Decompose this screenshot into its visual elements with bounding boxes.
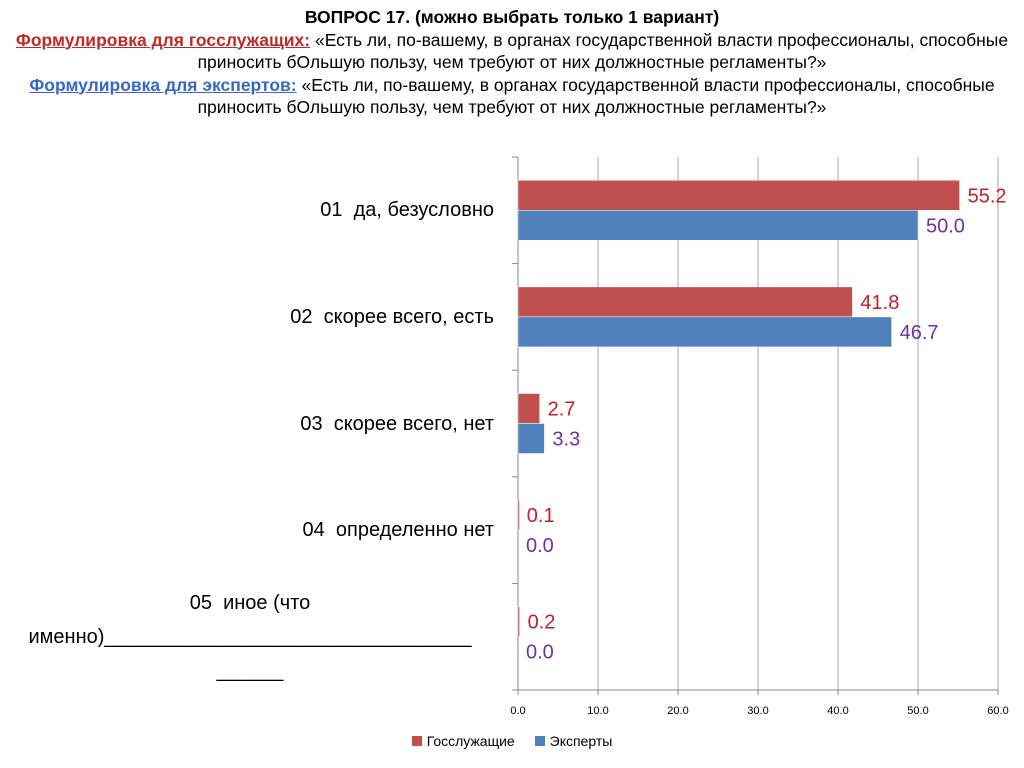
expert-formulation-text: «Есть ли, по-вашему, в органах государст… <box>197 74 995 118</box>
data-label: 41.8 <box>860 292 899 314</box>
x-tick-label: 40.0 <box>827 705 848 717</box>
bar <box>517 423 545 454</box>
data-label: 55.2 <box>968 185 1007 207</box>
category-label: 04 определенно нет <box>302 519 494 542</box>
x-tick-label: 60.0 <box>987 705 1008 717</box>
question-title: ВОПРОС 17. (можно выбрать только 1 вариа… <box>304 7 720 27</box>
x-tick-label: 10.0 <box>587 705 608 717</box>
x-tick-label: 20.0 <box>667 705 688 717</box>
x-tick-label: 30.0 <box>747 705 768 717</box>
legend-item-experts: Эксперты <box>534 733 613 749</box>
bar <box>517 499 520 531</box>
category-label: 03 скорее всего, нет <box>300 412 494 435</box>
data-label: 3.3 <box>552 429 580 451</box>
data-label: 0.2 <box>528 612 556 634</box>
expert-formulation: Формулировка для экспертов: «Есть ли, по… <box>0 74 1024 119</box>
civil-formulation-label: Формулировка для госслужащих: <box>15 29 311 50</box>
x-tick-label: 0.0 <box>510 705 525 717</box>
legend-item-civil: Госслужащие <box>411 733 515 749</box>
legend-label-civil: Госслужащие <box>426 733 515 749</box>
legend: Госслужащие Эксперты <box>0 733 1024 749</box>
bar <box>517 606 520 637</box>
legend-swatch-experts <box>534 736 545 746</box>
data-label: 0.0 <box>526 642 554 664</box>
bar <box>517 286 853 318</box>
data-label: 50.0 <box>926 215 965 237</box>
data-label: 2.7 <box>548 399 576 421</box>
expert-formulation-label: Формулировка для экспертов: <box>29 74 297 95</box>
data-label: 0.1 <box>527 505 555 527</box>
legend-label-experts: Эксперты <box>549 733 613 749</box>
category-label: 05 иное (что именно)____________________… <box>28 591 472 682</box>
civil-formulation: Формулировка для госслужащих: «Есть ли, … <box>0 29 1024 74</box>
civil-formulation-text: «Есть ли, по-вашему, в органах государст… <box>197 29 1009 73</box>
category-label: 01 да, безусловно <box>320 199 494 222</box>
data-label: 0.0 <box>526 535 554 557</box>
legend-swatch-civil <box>411 736 422 746</box>
bar <box>517 180 960 211</box>
category-label: 02 скорее всего, есть <box>290 305 494 328</box>
data-label: 46.7 <box>900 322 939 344</box>
bar <box>517 210 919 241</box>
bar <box>517 316 892 348</box>
bar <box>517 393 540 424</box>
chart-header: ВОПРОС 17. (можно выбрать только 1 вариа… <box>0 6 1024 119</box>
x-tick-label: 50.0 <box>907 705 928 717</box>
